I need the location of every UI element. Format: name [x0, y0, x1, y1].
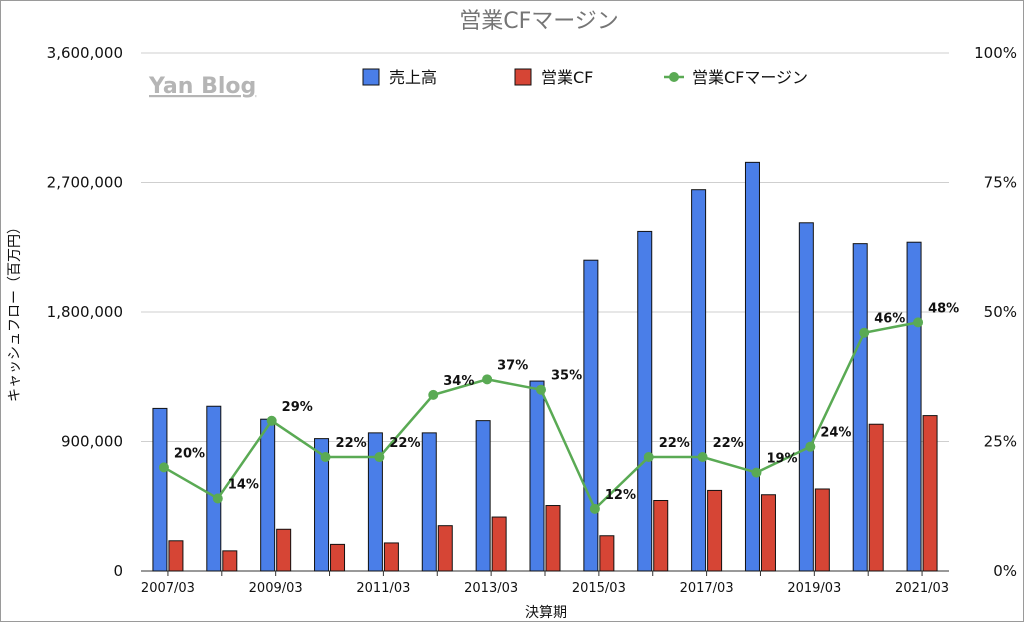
margin-data-label: 35% — [551, 369, 582, 384]
margin-data-label: 22% — [389, 436, 420, 451]
bar-operating-cf — [707, 489, 723, 572]
bar-sales — [152, 407, 168, 572]
bar-sales — [475, 420, 491, 572]
margin-data-label: 24% — [820, 426, 851, 441]
x-tick-label: 2017/03 — [680, 581, 734, 596]
margin-point — [482, 374, 493, 385]
right-tick-label: 75% — [984, 174, 1017, 192]
bar-sales — [852, 243, 868, 572]
bar-sales — [691, 189, 707, 572]
margin-point — [805, 441, 816, 452]
bar-sales — [798, 222, 814, 572]
bar-operating-cf — [383, 542, 399, 572]
margin-point — [589, 503, 600, 514]
x-tick-label: 2019/03 — [787, 581, 841, 596]
bar-operating-cf — [491, 516, 507, 572]
left-axis-ticks: 0 900,000 1,800,000 2,700,000 3,600,000 — [47, 44, 123, 580]
x-tick-label: 2007/03 — [141, 581, 195, 596]
left-tick-label: 1,800,000 — [47, 303, 123, 321]
margin-data-label: 37% — [497, 358, 528, 373]
right-tick-label: 100% — [974, 44, 1017, 62]
bar-operating-cf — [222, 550, 238, 572]
margin-data-label: 34% — [443, 374, 474, 389]
x-tick-label: 2021/03 — [895, 581, 949, 596]
margin-data-label: 22% — [713, 436, 744, 451]
left-tick-label: 900,000 — [61, 433, 123, 451]
x-axis-ticks: 2007/03 2009/03 2011/03 2013/03 2015/03 2017/… — [141, 571, 949, 596]
bar-sales — [367, 432, 383, 572]
margin-data-label: 46% — [874, 312, 905, 327]
left-tick-label: 0 — [113, 562, 123, 580]
right-tick-label: 50% — [984, 303, 1017, 321]
right-axis-ticks: 0% 25% 50% 75% 100% — [974, 44, 1017, 580]
margin-data-label: 48% — [928, 301, 959, 316]
bar-sales — [421, 432, 437, 572]
margin-point — [212, 493, 223, 504]
legend-swatch — [514, 68, 532, 86]
bar-operating-cf — [868, 423, 884, 572]
bars-group — [152, 161, 938, 572]
margin-point — [751, 467, 762, 478]
bar-operating-cf — [330, 543, 346, 572]
x-tick-label: 2009/03 — [249, 581, 303, 596]
bar-sales — [529, 380, 545, 572]
right-tick-label: 25% — [984, 433, 1017, 451]
legend-label: 営業CFマージン — [692, 68, 808, 87]
bar-operating-cf — [653, 499, 669, 572]
legend-dot-swatch — [669, 72, 679, 82]
bar-operating-cf — [922, 415, 938, 572]
margin-data-label: 14% — [228, 477, 259, 492]
margin-point — [536, 384, 546, 395]
margin-data-label: 22% — [659, 436, 690, 451]
x-tick-label: 2015/03 — [572, 581, 626, 596]
legend-label: 営業CF — [541, 68, 593, 87]
bar-operating-cf — [437, 525, 453, 572]
bar-operating-cf — [168, 540, 184, 572]
margin-point — [643, 452, 654, 463]
bar-sales — [206, 405, 222, 572]
bar-sales — [260, 418, 276, 572]
x-tick-label: 2013/03 — [464, 581, 518, 596]
bar-sales — [583, 259, 599, 572]
margin-point — [859, 327, 870, 338]
left-tick-label: 2,700,000 — [47, 174, 123, 192]
margin-data-label: 19% — [766, 452, 797, 467]
bar-sales — [906, 241, 922, 572]
margin-point — [697, 452, 708, 463]
bar-operating-cf — [814, 488, 830, 572]
legend-label: 売上高 — [389, 68, 437, 87]
bar-sales — [744, 161, 760, 572]
bar-sales — [637, 230, 653, 572]
margin-data-label: 29% — [282, 400, 313, 415]
margin-line-group: 20% 14% 29% 22% 22% 34% 37% 35% 12% 22% 22% 19% 24% 4… — [158, 301, 959, 514]
margin-data-label: 22% — [336, 436, 367, 451]
margin-point — [428, 389, 439, 400]
y-axis-label: キャッシュフロー（百万円） — [7, 220, 23, 402]
margin-point — [158, 462, 169, 473]
right-tick-label: 0% — [993, 562, 1017, 580]
x-axis-label: 決算期 — [525, 605, 567, 621]
legend-swatch — [362, 68, 380, 86]
margin-point — [913, 317, 924, 328]
margin-data-label: 20% — [174, 446, 205, 461]
x-tick-label: 2011/03 — [356, 581, 410, 596]
legend: 売上高 営業CF 営業CFマージン — [362, 68, 808, 87]
bar-operating-cf — [599, 535, 615, 572]
margin-data-label: 12% — [605, 488, 636, 503]
bar-operating-cf — [545, 505, 561, 572]
margin-point — [320, 452, 331, 463]
watermark-logo: Yan Blog — [148, 74, 256, 99]
bar-operating-cf — [276, 528, 292, 572]
bar-sales — [314, 438, 330, 572]
margin-point — [374, 452, 385, 463]
margin-point — [266, 415, 277, 426]
left-tick-label: 3,600,000 — [47, 44, 123, 62]
bar-operating-cf — [760, 494, 776, 572]
chart-title: 営業CFマージン — [459, 9, 619, 34]
